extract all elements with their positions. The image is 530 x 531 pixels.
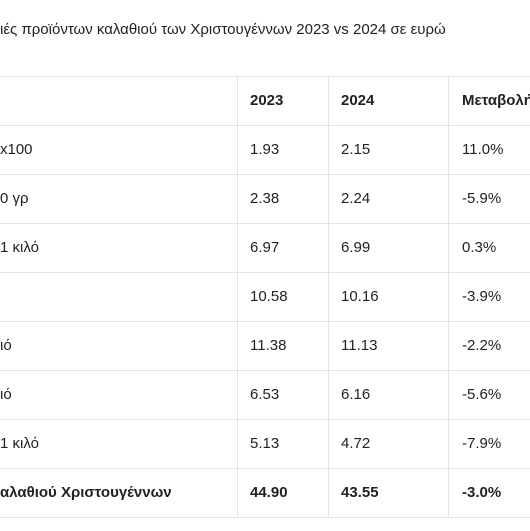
row-divider [0,223,530,224]
row-divider [0,321,530,322]
row-label: 1 κιλό [0,435,39,452]
table-cell: 2.38 [250,190,280,207]
table-cell: -2.2% [462,337,502,354]
table-cell: 0.3% [462,239,497,256]
row-label: ιό [0,386,12,403]
row-label: 1 κιλό [0,239,39,256]
table-cell: 11.13 [341,337,378,354]
table-cell: 43.55 [341,484,379,501]
row-label: ιό [0,337,12,354]
table-cell: 2.15 [341,141,371,158]
table-cell: -5.6% [462,386,502,403]
table-cell: 2.24 [341,190,371,207]
table-cell: 11.38 [250,337,287,354]
row-divider [0,272,530,273]
row-label: x100 [0,141,33,158]
table-cell: 6.16 [341,386,371,403]
table-cell: 10.16 [341,288,379,305]
table-cell: 1.93 [250,141,280,158]
row-label: 0 γρ [0,190,29,207]
row-label: αλαθιού Χριστουγέννων [0,484,172,501]
table-cell: 5.13 [250,435,280,452]
row-divider [0,125,530,126]
row-divider [0,174,530,175]
table-cell: 4.72 [341,435,371,452]
row-divider [0,370,530,371]
row-divider [0,468,530,469]
table-cell: -5.9% [462,190,502,207]
table-cell: -3.9% [462,288,502,305]
table-cell: 10.58 [250,288,288,305]
column-divider [328,76,329,517]
title: ιές προϊόντων καλαθιού των Χριστουγέννων… [0,21,446,38]
header-cell: 2023 [250,92,284,109]
row-divider [0,419,530,420]
column-divider [448,76,449,517]
table-cell: 6.53 [250,386,280,403]
table-cell: 6.97 [250,239,280,256]
table-cell: -7.9% [462,435,502,452]
table-cell: -3.0% [462,484,502,501]
table-cell: 11.0% [462,141,504,158]
row-divider [0,76,530,77]
header-cell: 2024 [341,92,375,109]
table-cell: 44.90 [250,484,288,501]
column-divider [237,76,238,517]
table-cell: 6.99 [341,239,371,256]
row-divider [0,517,530,518]
header-cell: Μεταβολή [462,92,530,109]
